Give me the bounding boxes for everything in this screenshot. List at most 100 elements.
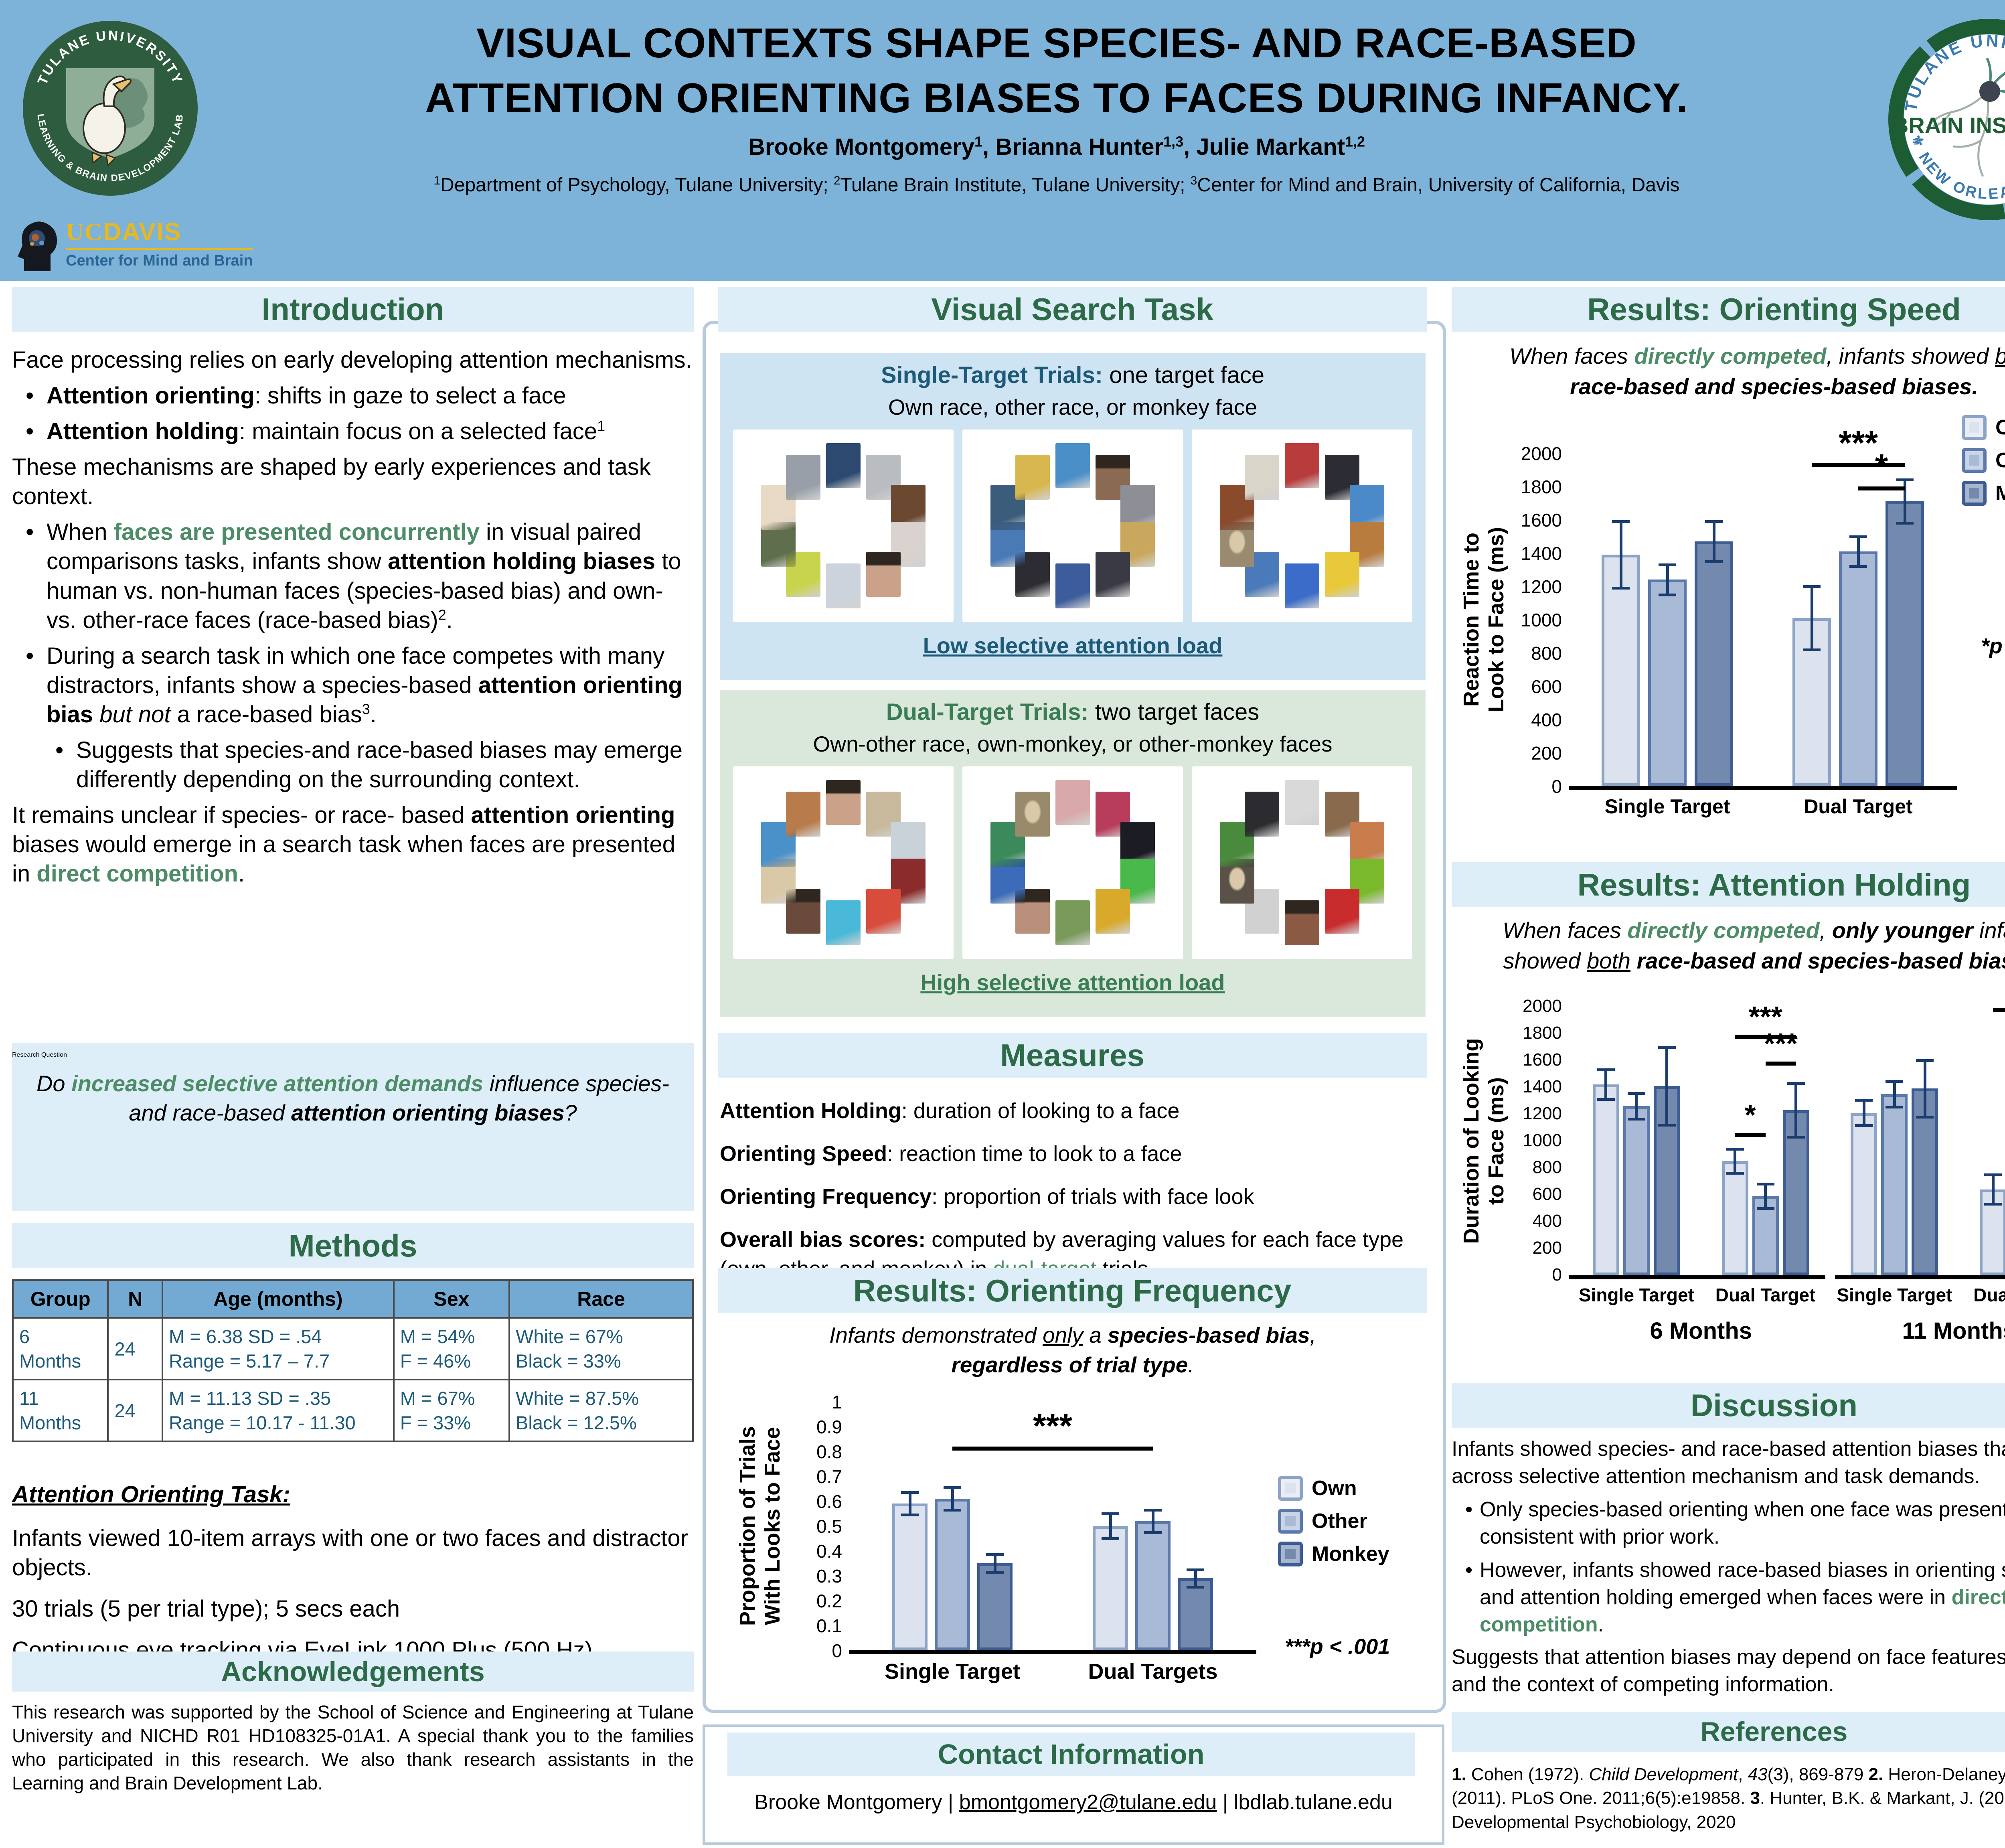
- methods-cell: M = 11.13 SD = .35 Range = 10.17 - 11.30: [162, 1379, 395, 1443]
- bar-monkey-single-target: [1912, 1088, 1938, 1275]
- legend-item-other: Other: [1278, 1509, 1367, 1534]
- intro-bullet: Attention orienting: shifts in gaze to s…: [12, 381, 694, 410]
- legend-swatch-icon: [1278, 1476, 1303, 1501]
- references-text: 1. Cohen (1972). Child Development, 43(3…: [1452, 1765, 2005, 1832]
- orienting-speed-subtitle: When faces directly competed, infants sh…: [1509, 343, 2005, 399]
- y-tick-label: 0.8: [816, 1441, 842, 1462]
- legend-swatch-icon: [1962, 448, 1987, 473]
- distractor-object-tile: [1055, 443, 1090, 488]
- methods-cell: White = 87.5% Black = 12.5%: [508, 1379, 694, 1443]
- distractor-object-tile: [826, 900, 861, 945]
- legend-label: Own: [1312, 1477, 1357, 1500]
- significance-marker: ***: [1838, 424, 1878, 462]
- methods-col-header: Age (months): [162, 1279, 395, 1319]
- distractor-object-tile: [1285, 563, 1319, 608]
- methods-row: 11 Months 24 M = 11.13 SD = .35 Range = 10.1…: [12, 1379, 694, 1443]
- high-load-caption: High selective attention load: [920, 970, 1225, 995]
- methods-title: Methods: [288, 1228, 417, 1263]
- distractor-object-tile: [1055, 900, 1090, 945]
- x-category-label: Dual Target: [1973, 1285, 2005, 1305]
- search-array-own-other: [733, 766, 954, 959]
- own-race-face-tile: [826, 780, 861, 825]
- research-question-box: Research Question Do increased selective…: [12, 1043, 694, 1211]
- y-tick-label: 800: [1531, 643, 1562, 664]
- other-race-face-tile: [1285, 900, 1319, 945]
- measure-item: Orienting Speed: reaction time to look t…: [720, 1141, 1182, 1166]
- task-line: Infants viewed 10-item arrays with one o…: [12, 1525, 688, 1581]
- y-tick-label: 1800: [1521, 476, 1562, 497]
- x-category-label: Single Target: [884, 1660, 1021, 1684]
- significance-marker: *: [1744, 1099, 1756, 1131]
- y-tick-label: 1400: [1523, 1077, 1562, 1096]
- y-tick-label: 1200: [1523, 1104, 1562, 1123]
- visual-search-task-banner: Visual Search Task: [718, 287, 1427, 332]
- legend-label: Monkey: [1995, 482, 2005, 505]
- intro-paragraph: It remains unclear if species- or race- …: [12, 802, 675, 887]
- x-category-label: Dual Target: [1715, 1285, 1816, 1305]
- acknowledgements-banner: Acknowledgements: [12, 1651, 694, 1692]
- methods-cell: 24: [107, 1317, 164, 1381]
- y-tick-label: 1800: [1523, 1023, 1562, 1043]
- y-tick-label: 0.3: [816, 1566, 842, 1587]
- authors: Brooke Montgomery1, Brianna Hunter1,3, J…: [748, 133, 1365, 160]
- significance-marker: ***: [1764, 1028, 1798, 1060]
- left-column: Introduction Face processing relies on e…: [12, 0, 694, 1848]
- y-tick-label: 0: [1552, 1265, 1562, 1285]
- bar-monkey-single-target: [1695, 541, 1733, 786]
- y-tick-label: 1: [832, 1392, 842, 1412]
- y-tick-label: 0.7: [816, 1466, 842, 1487]
- y-tick-label: 1600: [1523, 1050, 1562, 1070]
- attention-holding-subtitle: When faces directly competed, only young…: [1503, 918, 2005, 973]
- distractor-object-tile: [1325, 889, 1359, 934]
- methods-col-header: Sex: [393, 1279, 510, 1319]
- poster-title-line2: ATTENTION ORIENTING BIASES TO FACES DURI…: [425, 75, 1689, 122]
- distractor-object-tile: [1245, 454, 1280, 500]
- research-question-text: Do increased selective attention demands…: [36, 1071, 670, 1125]
- distractor-object-tile: [826, 563, 861, 608]
- visual-search-task-title: Visual Search Task: [931, 291, 1213, 327]
- methods-col-header: Group: [12, 1279, 109, 1319]
- y-tick-label: 2000: [1521, 443, 1562, 464]
- distractor-object-tile: [1055, 563, 1090, 608]
- discussion-paragraph: Suggests that attention biases may depen…: [1452, 1645, 2005, 1696]
- attention-orienting-task: Attention Orienting Task: Infants viewed…: [12, 1480, 694, 1665]
- legend-swatch-icon: [1278, 1509, 1303, 1534]
- y-tick-label: 0: [1551, 776, 1562, 797]
- distractor-object-tile: [1055, 780, 1090, 825]
- bar-other-single-target: [1623, 1106, 1650, 1275]
- contact-info[interactable]: Brooke Montgomery | bmontgomery2@tulane.…: [754, 1791, 1393, 1814]
- y-tick-label: 0.4: [816, 1541, 842, 1562]
- introduction-body: Face processing relies on early developi…: [12, 339, 694, 888]
- distractor-object-tile: [1285, 780, 1319, 825]
- acknowledgements-text: This research was supported by the Schoo…: [12, 1702, 694, 1793]
- intro-bullet: Attention holding: maintain focus on a s…: [12, 417, 694, 446]
- intro-bullet: During a search task in which one face c…: [12, 641, 694, 729]
- poster-header: TULANE UNIVERSITY LEARNING & BRAIN DEVEL…: [0, 0, 2005, 281]
- x-category-label: Dual Target: [1804, 795, 1913, 818]
- learning-brain-development-lab-logo: TULANE UNIVERSITY LEARNING & BRAIN DEVEL…: [22, 20, 198, 199]
- orienting-frequency-banner: Results: Orienting Frequency: [718, 1268, 1427, 1313]
- own-race-face-tile: [866, 552, 901, 597]
- discussion-body: Infants showed species- and race-based a…: [1452, 1436, 2005, 1698]
- affiliations: 1Department of Psychology, Tulane Univer…: [433, 174, 1680, 196]
- task-line: 30 trials (5 per trial type); 5 secs eac…: [12, 1596, 400, 1622]
- significance-marker: ***: [1971, 995, 2005, 1028]
- methods-banner: Methods: [12, 1223, 694, 1268]
- methods-table-wrap: Group N Age (months) Sex Race 6 Months 24 M = 6.…: [12, 1279, 694, 1443]
- search-array-own-monkey: [962, 766, 1183, 959]
- y-tick-label: 0.1: [816, 1615, 842, 1636]
- legend-label: Own: [1995, 416, 2005, 439]
- bar-monkey-dual-target: [1886, 501, 1924, 786]
- x-category-label: Single Target: [1837, 1285, 1952, 1305]
- intro-sub-bullet: Suggests that species-and race-based bia…: [12, 736, 694, 794]
- intro-paragraph: Face processing relies on early developi…: [12, 347, 692, 373]
- y-tick-label: 0.5: [816, 1516, 842, 1537]
- legend-label: Other: [1995, 449, 2005, 472]
- legend-item-monkey: Monkey: [1278, 1542, 1389, 1566]
- search-array-other-race: [962, 430, 1183, 622]
- y-tick-label: 200: [1531, 743, 1562, 764]
- legend-item-monkey: Monkey: [1962, 481, 2005, 506]
- discussion-banner: Discussion: [1452, 1383, 2005, 1428]
- distractor-object-tile: [826, 443, 861, 488]
- orienting-frequency-title: Results: Orienting Frequency: [853, 1273, 1292, 1308]
